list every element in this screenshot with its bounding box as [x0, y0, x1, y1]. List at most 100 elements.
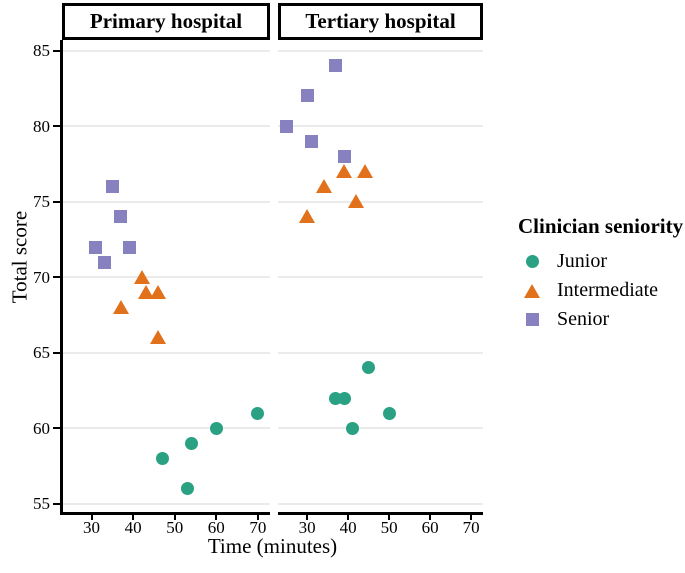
- x-tick-label: 50: [380, 518, 398, 537]
- gridline: [62, 502, 270, 505]
- data-point-intermediate: [356, 164, 373, 178]
- x-tick-label: 70: [462, 518, 480, 537]
- gridline: [62, 351, 270, 354]
- y-tick-label: 60: [33, 418, 50, 438]
- x-tick-label: 40: [124, 518, 142, 537]
- x-tick-label: 60: [421, 518, 439, 537]
- gridline: [62, 200, 270, 203]
- data-point-junior: [184, 437, 198, 450]
- data-point-senior: [329, 59, 343, 73]
- plot-panel-tertiary: [278, 40, 483, 513]
- y-tick: [53, 125, 60, 128]
- senior-square-icon: [512, 313, 552, 326]
- gridline: [62, 276, 270, 279]
- x-tick-label: 30: [298, 518, 316, 537]
- gridline: [278, 502, 483, 505]
- data-point-senior: [105, 180, 119, 194]
- x-tick: [388, 514, 391, 520]
- y-tick: [53, 502, 60, 505]
- legend-title: Clinician seniority: [518, 214, 684, 238]
- y-tick: [53, 276, 60, 279]
- legend-item-label: Junior: [557, 250, 607, 272]
- intermediate-triangle-icon: [512, 283, 552, 298]
- gridline: [62, 49, 270, 52]
- y-tick-label: 75: [33, 192, 50, 212]
- x-axis-line: [278, 512, 483, 515]
- x-tick-label: 30: [83, 518, 100, 537]
- data-point-junior: [362, 361, 376, 375]
- x-tick: [90, 514, 93, 520]
- data-point-intermediate: [137, 284, 154, 299]
- data-point-intermediate: [348, 194, 365, 209]
- y-tick-label: 80: [33, 116, 50, 136]
- data-point-intermediate: [150, 330, 167, 345]
- y-tick: [53, 49, 60, 52]
- gridline: [278, 49, 483, 52]
- facet-strip-primary-hospital: Primary hospital: [62, 3, 270, 40]
- x-tick: [429, 514, 432, 520]
- y-tick: [53, 427, 60, 430]
- x-tick-label: 70: [249, 518, 267, 537]
- x-tick: [215, 514, 218, 520]
- data-point-intermediate: [112, 300, 129, 314]
- gridline: [278, 351, 483, 354]
- x-tick: [173, 514, 176, 520]
- y-tick-label: 70: [33, 267, 50, 287]
- y-axis-title: Total score: [7, 210, 32, 304]
- gridline: [62, 427, 270, 430]
- data-point-senior: [89, 240, 103, 254]
- legend-item-label: Senior: [557, 308, 610, 330]
- gridline: [278, 200, 483, 203]
- data-point-junior: [180, 482, 194, 496]
- legend-item-junior: Junior: [512, 247, 685, 276]
- data-point-junior: [251, 406, 265, 420]
- x-tick: [256, 514, 259, 520]
- x-tick-label: 60: [207, 518, 225, 537]
- plot-panel-primary: [62, 40, 270, 513]
- x-tick-label: 40: [339, 518, 357, 537]
- legend-item-intermediate: Intermediate: [512, 276, 685, 305]
- data-point-intermediate: [150, 284, 167, 299]
- data-point-junior: [382, 406, 396, 420]
- y-tick: [53, 351, 60, 354]
- x-tick: [347, 514, 350, 520]
- facet-strip-tertiary-hospital: Tertiary hospital: [278, 3, 483, 40]
- data-point-junior: [345, 421, 359, 435]
- x-tick: [306, 514, 309, 520]
- data-point-senior: [304, 134, 318, 148]
- data-point-junior: [337, 391, 351, 405]
- x-axis-title: Time (minutes): [207, 534, 338, 558]
- data-point-senior: [337, 149, 351, 163]
- data-point-senior: [114, 210, 128, 224]
- data-point-intermediate: [315, 179, 332, 194]
- legend-item-label: Intermediate: [557, 279, 659, 301]
- data-point-senior: [97, 255, 111, 269]
- y-tick: [53, 200, 60, 203]
- legend: Clinician seniority Junior Intermediate …: [512, 214, 685, 334]
- y-tick-label: 65: [33, 343, 50, 363]
- y-axis-line: [60, 40, 63, 514]
- data-point-senior: [300, 89, 314, 103]
- x-axis-line: [60, 512, 270, 515]
- facet-strip-label: Primary hospital: [89, 9, 243, 33]
- y-tick-label: 85: [33, 41, 50, 61]
- gridline: [62, 125, 270, 128]
- y-tick-label: 55: [33, 494, 50, 514]
- gridline: [278, 427, 483, 430]
- x-tick: [132, 514, 135, 520]
- x-tick: [470, 514, 473, 520]
- data-point-intermediate: [336, 164, 352, 178]
- data-point-senior: [280, 119, 294, 133]
- data-point-intermediate: [133, 269, 150, 284]
- gridline: [278, 125, 483, 128]
- data-point-junior: [155, 452, 169, 466]
- data-point-junior: [209, 421, 223, 435]
- facet-strip-label: Tertiary hospital: [305, 9, 456, 33]
- gridline: [278, 276, 483, 279]
- x-tick-label: 50: [166, 518, 184, 537]
- data-point-intermediate: [299, 209, 316, 224]
- data-point-senior: [122, 240, 136, 254]
- junior-circle-icon: [512, 255, 552, 268]
- legend-item-senior: Senior: [512, 305, 685, 334]
